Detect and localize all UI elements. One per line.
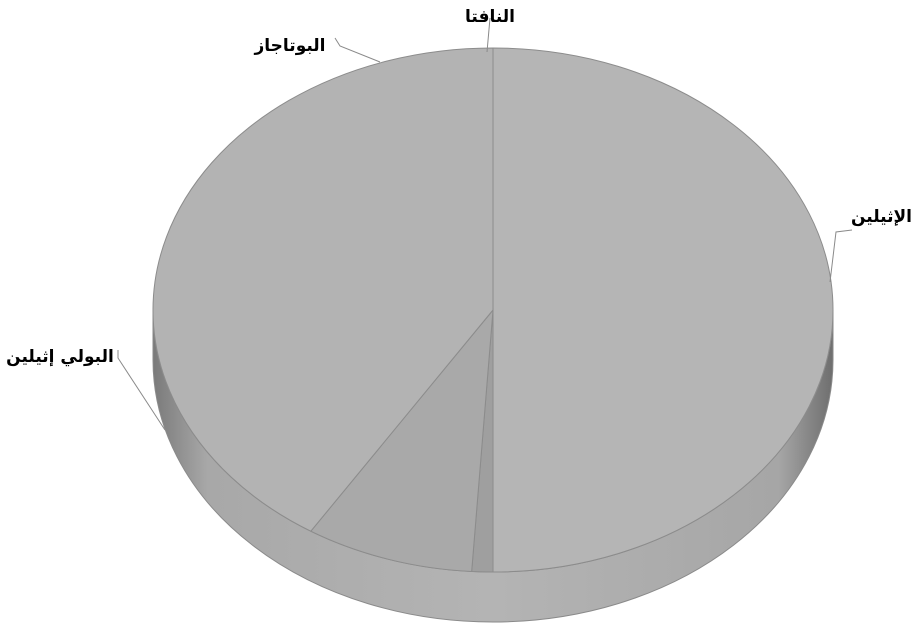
leader-line-ethylene [829, 229, 853, 283]
pie-slice-butagas [310, 308, 494, 573]
pie-labels: الإثيلين النافتا البوتاجاز البولي إثيلين [6, 7, 912, 367]
slice-label-polyethylene: البولي إثيلين [6, 347, 114, 367]
leader-line-naphtha [486, 17, 491, 53]
slice-label-naphtha: النافتا [465, 7, 515, 27]
leader-line-polyethylene [117, 350, 166, 431]
leader-line-butagas [334, 37, 381, 63]
pie-slice-ethylene [492, 47, 834, 573]
pie-slices [152, 47, 834, 573]
slice-label-ethylene: الإثيلين [851, 207, 912, 227]
slice-label-butagas: البوتاجاز [254, 36, 326, 56]
leader-lines [117, 17, 853, 431]
pie-slice-polyethylene [152, 47, 494, 532]
